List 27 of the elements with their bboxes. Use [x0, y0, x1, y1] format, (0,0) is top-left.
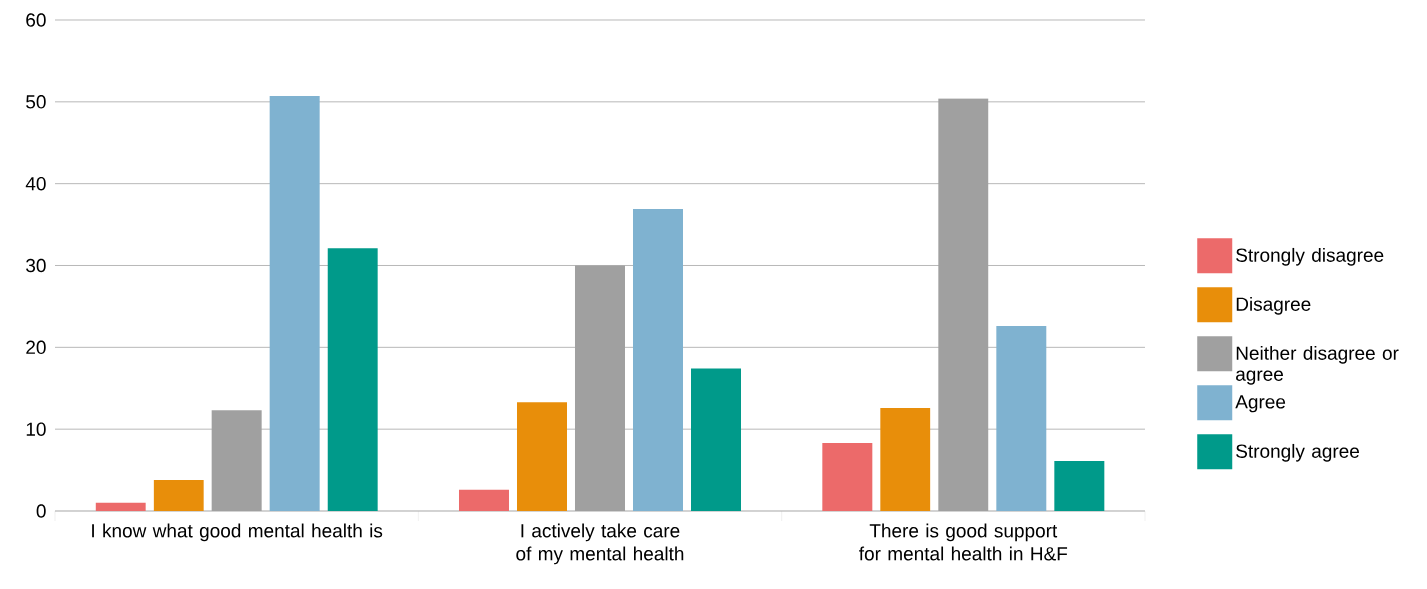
bar [269, 96, 320, 511]
bar [633, 209, 683, 511]
bar [459, 489, 509, 511]
legend-label: Neither disagree or agree [1236, 345, 1399, 385]
bar [327, 248, 378, 511]
y-tick-label: 60 [26, 13, 46, 27]
bar [996, 326, 1047, 511]
x-tick-label: I actively take care of my mental health [516, 523, 684, 565]
bar [95, 502, 146, 511]
y-tick-label: 50 [26, 95, 46, 109]
x-tick-label: There is good support for mental health in H&F [859, 523, 1068, 561]
bar [691, 368, 741, 511]
legend-label: Strongly disagree [1236, 247, 1384, 266]
bar [153, 479, 204, 511]
bar [822, 443, 873, 511]
x-tick-label: I know what good mental health is [92, 523, 383, 542]
legend-label: Disagree [1236, 296, 1311, 315]
bar [517, 402, 567, 511]
y-tick-label: 30 [26, 258, 46, 273]
bar [1054, 461, 1105, 511]
y-tick-label: 40 [25, 176, 46, 191]
y-tick-label: 10 [26, 422, 46, 436]
legend-label: Agree [1235, 395, 1286, 413]
bar [880, 407, 931, 511]
y-tick-label: 0 [36, 504, 46, 518]
y-tick-label: 20 [26, 340, 46, 355]
legend-label: Strongly agree [1236, 443, 1359, 462]
